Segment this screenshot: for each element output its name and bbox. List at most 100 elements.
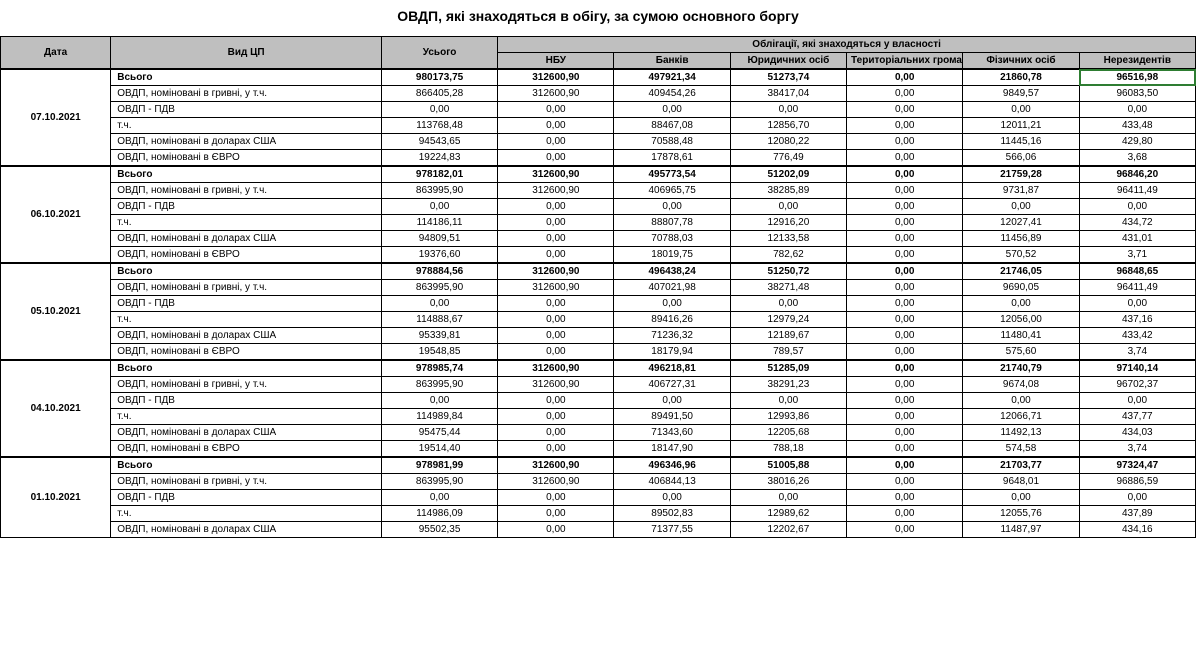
value-cell: 776,49 xyxy=(730,150,846,167)
data-table: Дата Вид ЦП Усього Облігації, які знаход… xyxy=(0,36,1196,538)
type-cell: т.ч. xyxy=(111,409,382,425)
value-cell: 433,42 xyxy=(1079,328,1195,344)
value-cell: 9849,57 xyxy=(963,86,1079,102)
value-cell: 12133,58 xyxy=(730,231,846,247)
page-title: ОВДП, які знаходяться в обігу, за сумою … xyxy=(0,0,1196,36)
value-cell: 0,00 xyxy=(847,247,963,264)
value-cell: 0,00 xyxy=(847,409,963,425)
value-cell: 0,00 xyxy=(847,474,963,490)
header-type: Вид ЦП xyxy=(111,37,382,70)
value-cell: 978985,74 xyxy=(381,360,497,377)
value-cell: 18147,90 xyxy=(614,441,730,458)
table-header: Дата Вид ЦП Усього Облігації, які знаход… xyxy=(1,37,1196,70)
value-cell: 11480,41 xyxy=(963,328,1079,344)
value-cell: 0,00 xyxy=(847,377,963,393)
value-cell: 95502,35 xyxy=(381,522,497,538)
type-cell: ОВДП, номіновані в гривні, у т.ч. xyxy=(111,474,382,490)
value-cell: 94543,65 xyxy=(381,134,497,150)
value-cell: 21860,78 xyxy=(963,69,1079,86)
value-cell: 312600,90 xyxy=(498,457,614,474)
value-cell: 38016,26 xyxy=(730,474,846,490)
value-cell: 89416,26 xyxy=(614,312,730,328)
table-row: ОВДП, номіновані в гривні, у т.ч.863995,… xyxy=(1,280,1196,296)
value-cell: 0,00 xyxy=(847,296,963,312)
value-cell: 96516,98 xyxy=(1079,69,1195,86)
value-cell: 70588,48 xyxy=(614,134,730,150)
value-cell: 312600,90 xyxy=(498,280,614,296)
value-cell: 0,00 xyxy=(847,441,963,458)
value-cell: 19376,60 xyxy=(381,247,497,264)
table-row: ОВДП, номіновані в ЄВРО19376,600,0018019… xyxy=(1,247,1196,264)
value-cell: 0,00 xyxy=(614,490,730,506)
type-cell: Всього xyxy=(111,263,382,280)
value-cell: 38271,48 xyxy=(730,280,846,296)
value-cell: 18179,94 xyxy=(614,344,730,361)
type-cell: Всього xyxy=(111,360,382,377)
header-nbu: НБУ xyxy=(498,53,614,70)
value-cell: 312600,90 xyxy=(498,69,614,86)
value-cell: 0,00 xyxy=(498,441,614,458)
value-cell: 18019,75 xyxy=(614,247,730,264)
type-cell: т.ч. xyxy=(111,312,382,328)
value-cell: 21759,28 xyxy=(963,166,1079,183)
value-cell: 0,00 xyxy=(847,118,963,134)
value-cell: 0,00 xyxy=(614,296,730,312)
type-cell: т.ч. xyxy=(111,215,382,231)
value-cell: 11456,89 xyxy=(963,231,1079,247)
value-cell: 0,00 xyxy=(963,199,1079,215)
value-cell: 575,60 xyxy=(963,344,1079,361)
value-cell: 70788,03 xyxy=(614,231,730,247)
value-cell: 866405,28 xyxy=(381,86,497,102)
value-cell: 0,00 xyxy=(614,199,730,215)
value-cell: 89502,83 xyxy=(614,506,730,522)
value-cell: 38417,04 xyxy=(730,86,846,102)
type-cell: ОВДП, номіновані в ЄВРО xyxy=(111,150,382,167)
value-cell: 978884,56 xyxy=(381,263,497,280)
type-cell: ОВДП, номіновані в доларах США xyxy=(111,328,382,344)
value-cell: 0,00 xyxy=(730,393,846,409)
value-cell: 863995,90 xyxy=(381,183,497,199)
value-cell: 3,74 xyxy=(1079,441,1195,458)
table-row: ОВДП, номіновані в ЄВРО19548,850,0018179… xyxy=(1,344,1196,361)
value-cell: 0,00 xyxy=(498,102,614,118)
value-cell: 12202,67 xyxy=(730,522,846,538)
value-cell: 788,18 xyxy=(730,441,846,458)
type-cell: ОВДП, номіновані в доларах США xyxy=(111,134,382,150)
value-cell: 433,48 xyxy=(1079,118,1195,134)
header-date: Дата xyxy=(1,37,111,70)
value-cell: 114989,84 xyxy=(381,409,497,425)
value-cell: 88467,08 xyxy=(614,118,730,134)
table-row: ОВДП, номіновані в доларах США95339,810,… xyxy=(1,328,1196,344)
value-cell: 0,00 xyxy=(498,118,614,134)
value-cell: 0,00 xyxy=(381,296,497,312)
value-cell: 12011,21 xyxy=(963,118,1079,134)
value-cell: 11445,16 xyxy=(963,134,1079,150)
value-cell: 38285,89 xyxy=(730,183,846,199)
table-row: 06.10.2021Всього978182,01312600,90495773… xyxy=(1,166,1196,183)
value-cell: 19548,85 xyxy=(381,344,497,361)
value-cell: 0,00 xyxy=(498,344,614,361)
value-cell: 0,00 xyxy=(498,247,614,264)
value-cell: 51005,88 xyxy=(730,457,846,474)
table-row: т.ч.114888,670,0089416,2612979,240,00120… xyxy=(1,312,1196,328)
value-cell: 0,00 xyxy=(730,102,846,118)
value-cell: 38291,23 xyxy=(730,377,846,393)
table-row: ОВДП, номіновані в ЄВРО19514,400,0018147… xyxy=(1,441,1196,458)
value-cell: 9690,05 xyxy=(963,280,1079,296)
value-cell: 0,00 xyxy=(847,102,963,118)
value-cell: 312600,90 xyxy=(498,377,614,393)
value-cell: 88807,78 xyxy=(614,215,730,231)
value-cell: 97140,14 xyxy=(1079,360,1195,377)
value-cell: 406965,75 xyxy=(614,183,730,199)
value-cell: 114186,11 xyxy=(381,215,497,231)
value-cell: 312600,90 xyxy=(498,86,614,102)
type-cell: т.ч. xyxy=(111,506,382,522)
type-cell: ОВДП, номіновані в доларах США xyxy=(111,231,382,247)
table-row: ОВДП, номіновані в ЄВРО19224,830,0017878… xyxy=(1,150,1196,167)
value-cell: 312600,90 xyxy=(498,183,614,199)
type-cell: Всього xyxy=(111,166,382,183)
value-cell: 12189,67 xyxy=(730,328,846,344)
value-cell: 0,00 xyxy=(847,86,963,102)
value-cell: 0,00 xyxy=(963,490,1079,506)
value-cell: 0,00 xyxy=(847,183,963,199)
